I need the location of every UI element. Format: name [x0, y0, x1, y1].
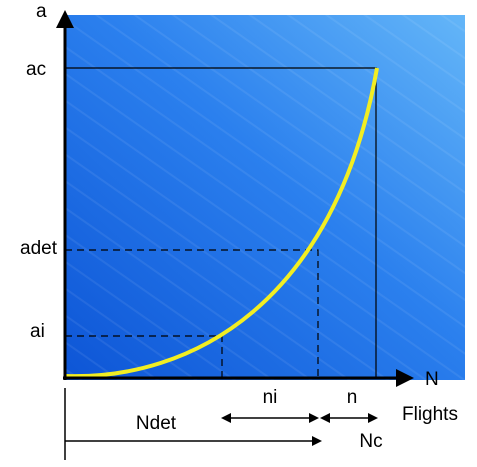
level-label: ai [30, 321, 45, 342]
growth-curve [65, 67, 379, 379]
detect-lines [65, 249, 319, 378]
interval-label: Nc [359, 431, 382, 452]
x-axis-label: N [425, 369, 439, 390]
background-texture [65, 15, 465, 380]
level-label: ac [26, 59, 46, 80]
x-axis-unit: Flights [402, 404, 458, 425]
y-axis-label: a [36, 1, 47, 22]
interval-label: n [347, 387, 358, 408]
interval-label: Ndet [136, 413, 177, 434]
level-label: adet [20, 238, 58, 259]
interval-label: ni [263, 387, 278, 408]
